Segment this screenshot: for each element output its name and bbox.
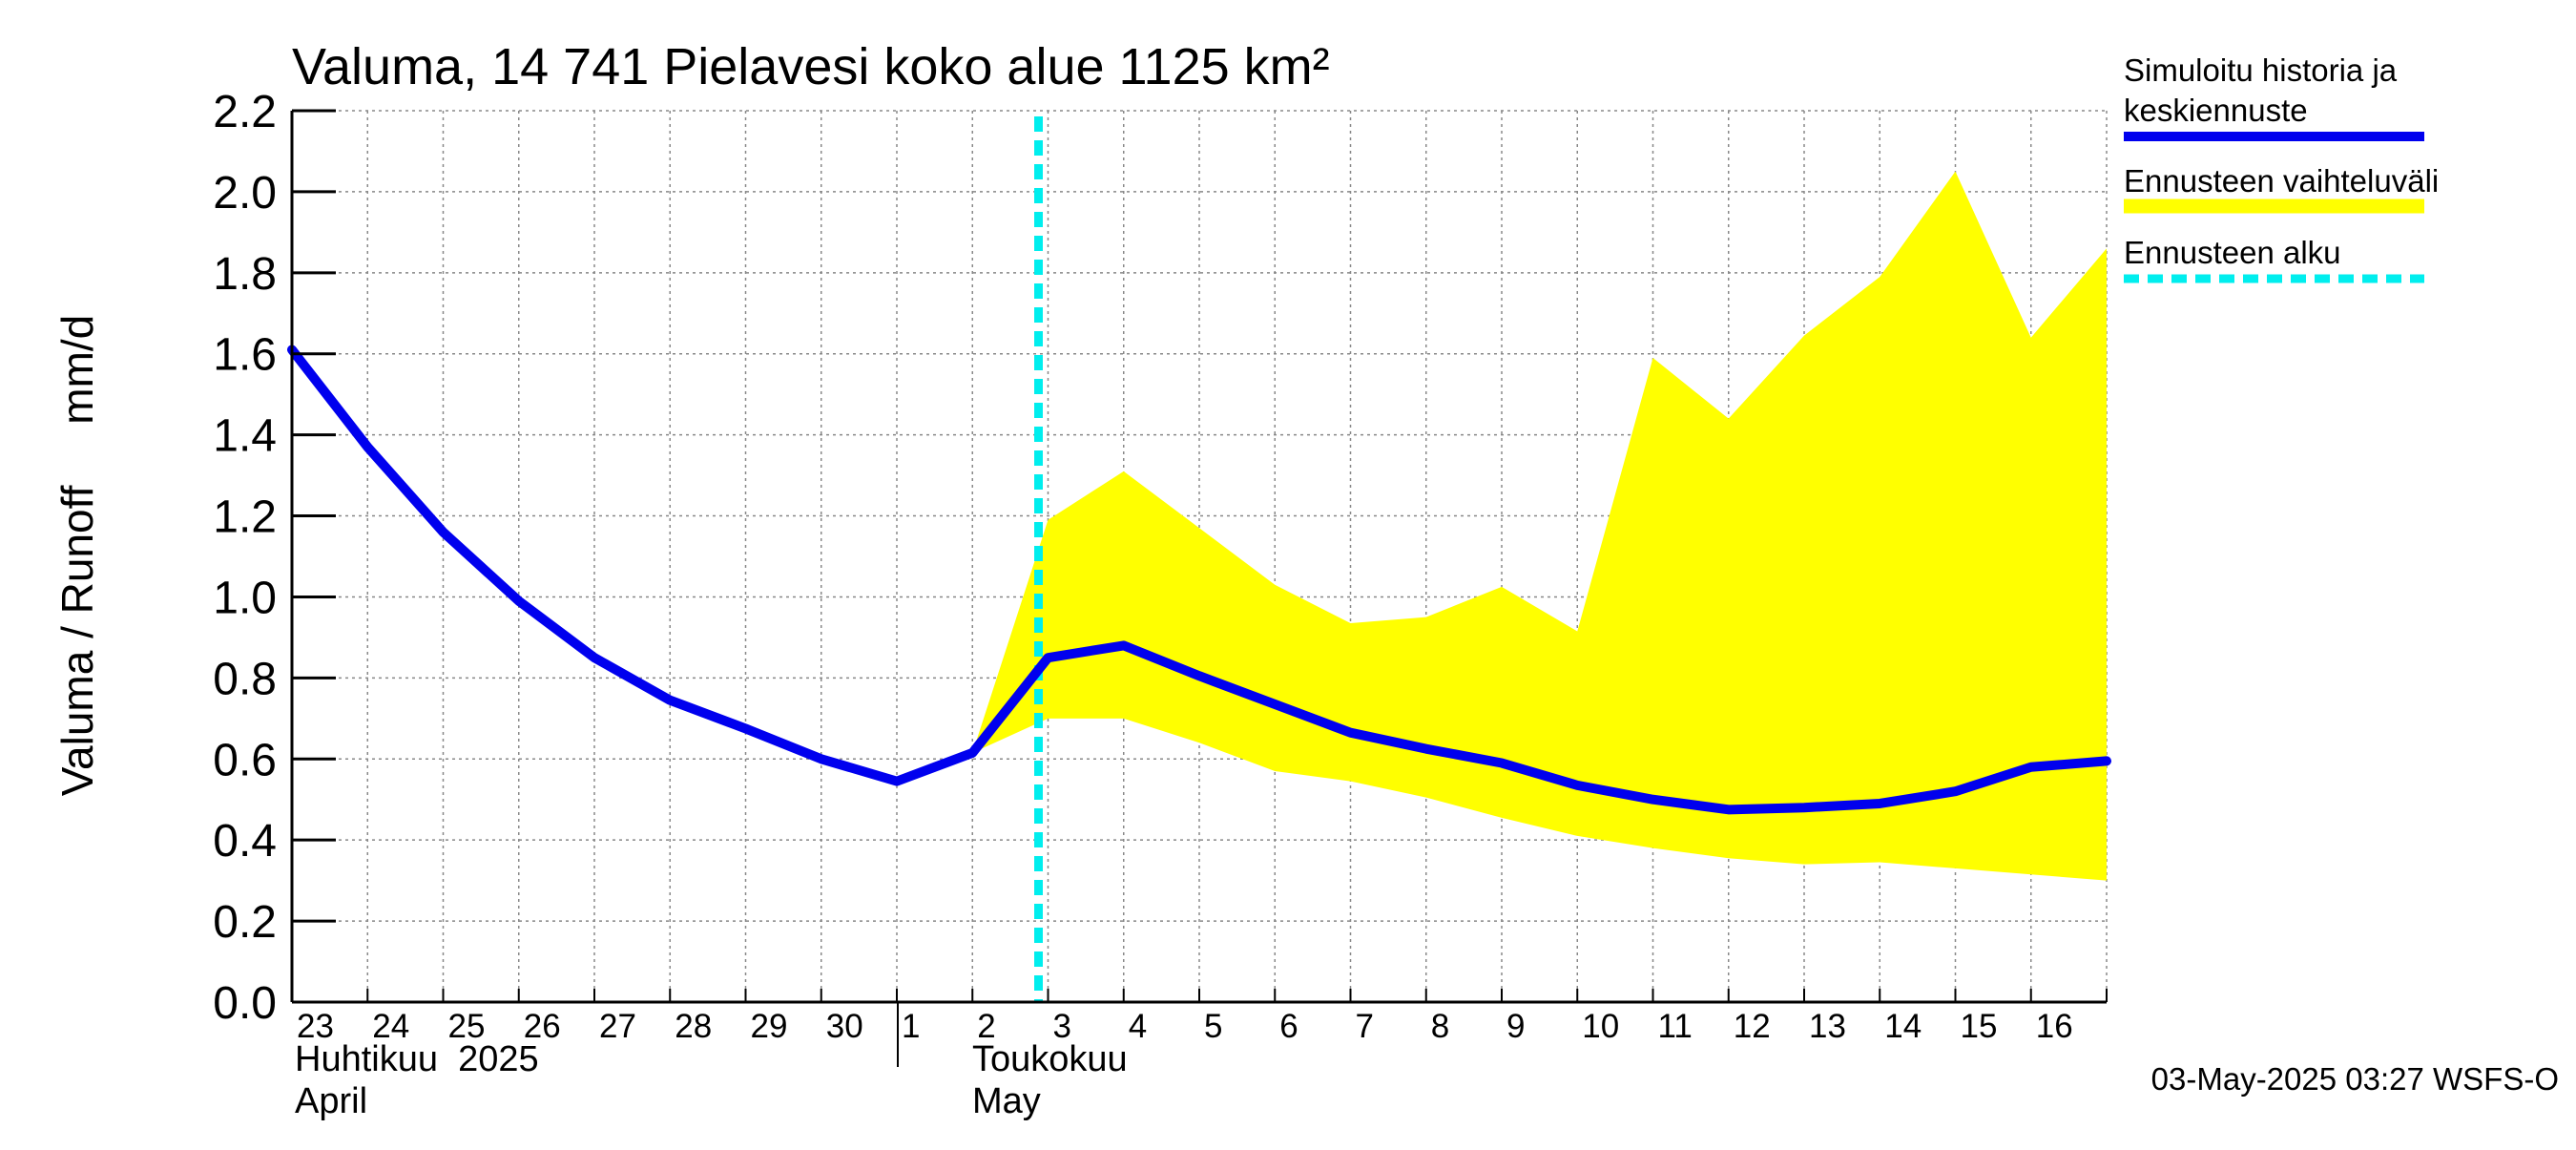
legend-range-label: Ennusteen vaihteluväli [2124, 163, 2439, 199]
y-tick-label: 0.6 [213, 735, 277, 785]
mean-series-point [514, 596, 524, 606]
mean-series-point [1724, 805, 1734, 814]
y-tick-label: 2.2 [213, 87, 277, 137]
x-tick-label: 30 [826, 1008, 863, 1045]
x-tick-label: 12 [1734, 1008, 1771, 1045]
mean-series-point [1044, 653, 1052, 662]
x-tick-label: 1 [902, 1008, 920, 1045]
x-tick-label: 6 [1279, 1008, 1298, 1045]
x-tick-label: 5 [1204, 1008, 1222, 1045]
mean-series-point [1119, 640, 1129, 650]
mean-series-point [665, 696, 675, 705]
mean-series-point [2102, 756, 2111, 765]
y-tick-label: 0.2 [213, 897, 277, 948]
month-label-may-fi: Toukokuu [972, 1039, 1128, 1079]
mean-series-point [892, 777, 902, 786]
y-tick-label: 0.4 [213, 816, 277, 867]
forecast-range-band [972, 171, 2107, 881]
mean-series-point [817, 754, 826, 763]
y-tick-label: 0.8 [213, 654, 277, 704]
x-tick-label: 26 [524, 1008, 561, 1045]
chart-title: Valuma, 14 741 Pielavesi koko alue 1125 … [292, 38, 1330, 95]
legend-forecast-start-label: Ennusteen alku [2124, 235, 2341, 270]
mean-series-point [439, 528, 447, 537]
forecast-range-polygon [972, 171, 2107, 881]
mean-series-point [741, 723, 750, 733]
mean-series-point [1195, 671, 1204, 680]
x-tick-label: 11 [1658, 1008, 1693, 1045]
x-tick-label: 28 [675, 1008, 712, 1045]
legend: Simuloitu historia ja keskiennuste Ennus… [2124, 52, 2439, 283]
x-tick-label: 2 [977, 1008, 995, 1045]
mean-series-point [1875, 799, 1884, 808]
x-tick-label: 29 [751, 1008, 788, 1045]
mean-series-point [1649, 795, 1657, 805]
mean-series-layer [287, 345, 2111, 815]
y-tick-label: 0.0 [213, 978, 277, 1029]
mean-series-point [590, 653, 599, 662]
month-label-april-fi: Huhtikuu 2025 [295, 1039, 539, 1079]
y-tick-label: 1.4 [213, 411, 277, 462]
mean-series-point [1270, 700, 1279, 709]
x-tick-label: 23 [297, 1008, 334, 1045]
x-tick-label: 4 [1129, 1008, 1147, 1045]
y-tick-label: 1.2 [213, 492, 277, 543]
y-tick-label: 1.6 [213, 330, 277, 381]
x-tick-label: 7 [1356, 1008, 1374, 1045]
x-tick-label: 8 [1431, 1008, 1449, 1045]
x-tick-label: 10 [1582, 1008, 1619, 1045]
mean-series-point [1346, 728, 1355, 738]
mean-series-point [967, 748, 977, 758]
x-tick-label: 16 [2036, 1008, 2073, 1045]
y-tick-label: 1.0 [213, 573, 277, 623]
x-tick-label: 14 [1884, 1008, 1922, 1045]
y-tick-label: 1.8 [213, 249, 277, 300]
x-tick-label: 13 [1809, 1008, 1846, 1045]
legend-mean-label-line1: Simuloitu historia ja [2124, 52, 2398, 88]
x-tick-label: 3 [1053, 1008, 1071, 1045]
month-label-may-en: May [972, 1081, 1041, 1121]
mean-series-point [1799, 803, 1809, 812]
timestamp: 03-May-2025 03:27 WSFS-O [2151, 1061, 2559, 1097]
y-axis-label: Valuma / Runoff mm/d [52, 315, 102, 797]
mean-series-point [1422, 744, 1431, 754]
x-tick-label: 24 [372, 1008, 409, 1045]
x-tick-label: 9 [1506, 1008, 1525, 1045]
x-ticks: 23 24 25 26 27 28 29 30 1 2 3 4 5 6 7 8 9 10 11 12 13 14 15 16 [291, 989, 2108, 1045]
mean-series-point [1497, 759, 1506, 768]
x-tick-label: 15 [1961, 1008, 1998, 1045]
month-label-april-en: April [295, 1081, 367, 1121]
y-ticks: 0.0 0.2 0.4 0.6 0.8 1.0 1.2 1.4 1.6 1.8 2.0 2.2 [213, 87, 336, 1029]
mean-series-point [1951, 786, 1960, 796]
y-tick-label: 2.0 [213, 168, 277, 219]
x-tick-label: 25 [448, 1008, 486, 1045]
mean-series-point [2026, 763, 2036, 772]
mean-series-point [1572, 781, 1582, 790]
x-tick-label: 27 [599, 1008, 636, 1045]
mean-series-point [363, 442, 372, 451]
legend-mean-label-line2: keskiennuste [2124, 93, 2308, 128]
